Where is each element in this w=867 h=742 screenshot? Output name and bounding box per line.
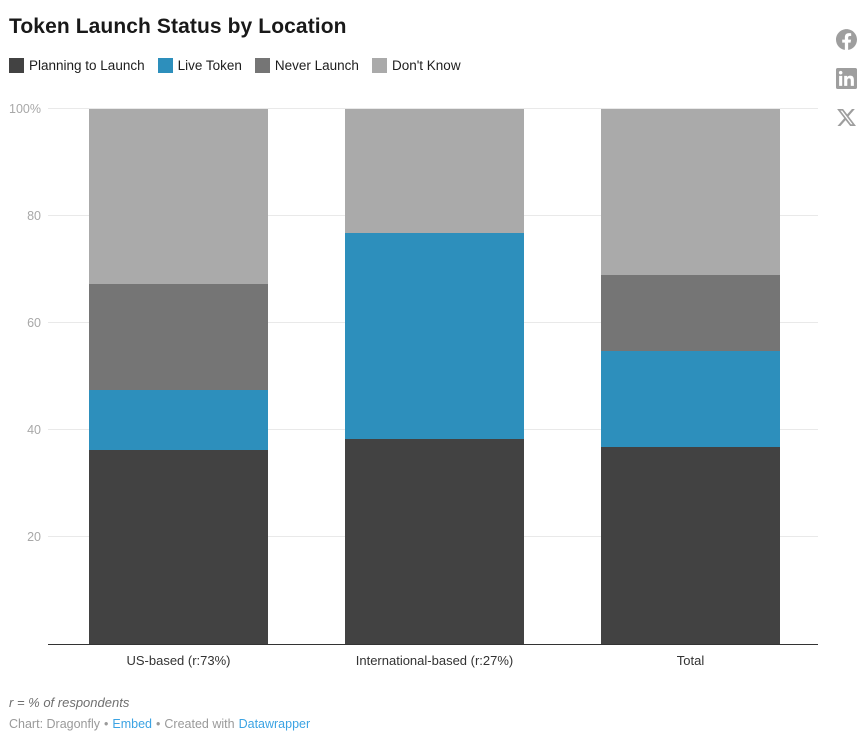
legend-label: Don't Know bbox=[391, 57, 461, 73]
chart-credit: Chart: Dragonfly bbox=[9, 717, 101, 731]
embed-link[interactable]: Embed bbox=[112, 717, 153, 731]
legend-label: Never Launch bbox=[274, 57, 359, 73]
x-axis-label-total: Total bbox=[676, 653, 705, 668]
y-tick-label: 80 bbox=[27, 209, 41, 223]
legend-item-planning-to-launch: Planning to Launch bbox=[9, 57, 145, 73]
bar-segment-planning-to-launch bbox=[345, 438, 524, 644]
y-tick-label: 20 bbox=[27, 530, 41, 544]
legend-swatch-icon bbox=[254, 57, 270, 73]
chart-page: Token Launch Status by Location Planning… bbox=[0, 14, 867, 731]
byline: Chart: Dragonfly • Embed • Created with Dataw… bbox=[9, 717, 857, 731]
bar-segment-never-launch bbox=[89, 283, 268, 391]
datawrapper-link[interactable]: Datawrapper bbox=[238, 717, 311, 731]
legend-label: Planning to Launch bbox=[29, 57, 145, 73]
x-axis-label-us-based-r-73: US-based (r:73%) bbox=[126, 653, 231, 668]
legend-item-never-launch: Never Launch bbox=[254, 57, 359, 73]
bar-segment-planning-to-launch bbox=[89, 449, 268, 644]
legend-label: Live Token bbox=[177, 57, 242, 73]
legend-swatch-icon bbox=[371, 57, 387, 73]
y-tick-label: 60 bbox=[27, 316, 41, 330]
legend-item-live-token: Live Token bbox=[157, 57, 242, 73]
x-axis-label-international-based-r-27: International-based (r:27%) bbox=[355, 653, 514, 668]
bar-segment-live-token bbox=[601, 350, 780, 447]
bar-segment-don-t-know bbox=[345, 109, 524, 234]
legend-swatch-icon bbox=[9, 57, 24, 73]
legend-swatch-icon bbox=[157, 57, 173, 73]
share-buttons bbox=[836, 29, 857, 128]
created-with-text: Created with bbox=[164, 717, 235, 731]
x-icon bbox=[836, 108, 857, 131]
x-share-button[interactable] bbox=[836, 107, 857, 128]
gridline-100 bbox=[48, 108, 818, 109]
facebook-share-button[interactable] bbox=[836, 29, 857, 50]
bar-international-based-r-27 bbox=[345, 109, 524, 644]
page-title: Token Launch Status by Location bbox=[9, 15, 347, 38]
bar-segment-live-token bbox=[89, 390, 268, 450]
bar-segment-don-t-know bbox=[601, 109, 780, 275]
y-tick-label: 100% bbox=[9, 102, 41, 116]
linkedin-icon bbox=[836, 68, 857, 92]
legend-item-don-t-know: Don't Know bbox=[371, 57, 461, 73]
plot-area: 100% 80 60 40 20 US-based (r:73%) Internationa… bbox=[9, 102, 818, 668]
separator: • bbox=[156, 717, 161, 731]
linkedin-share-button[interactable] bbox=[836, 68, 857, 89]
y-tick-label: 40 bbox=[27, 423, 41, 437]
bar-segment-never-launch bbox=[601, 274, 780, 351]
bar-segment-planning-to-launch bbox=[601, 446, 780, 644]
bar-segment-live-token bbox=[345, 233, 524, 439]
bar-segment-don-t-know bbox=[89, 109, 268, 284]
bar-total bbox=[601, 109, 780, 644]
footnote: r = % of respondents bbox=[9, 695, 130, 710]
bar-us-based-r-73 bbox=[89, 109, 268, 644]
facebook-icon bbox=[836, 29, 857, 53]
legend: Planning to Launch Live Token Never Launch… bbox=[9, 57, 857, 73]
separator: • bbox=[104, 717, 109, 731]
